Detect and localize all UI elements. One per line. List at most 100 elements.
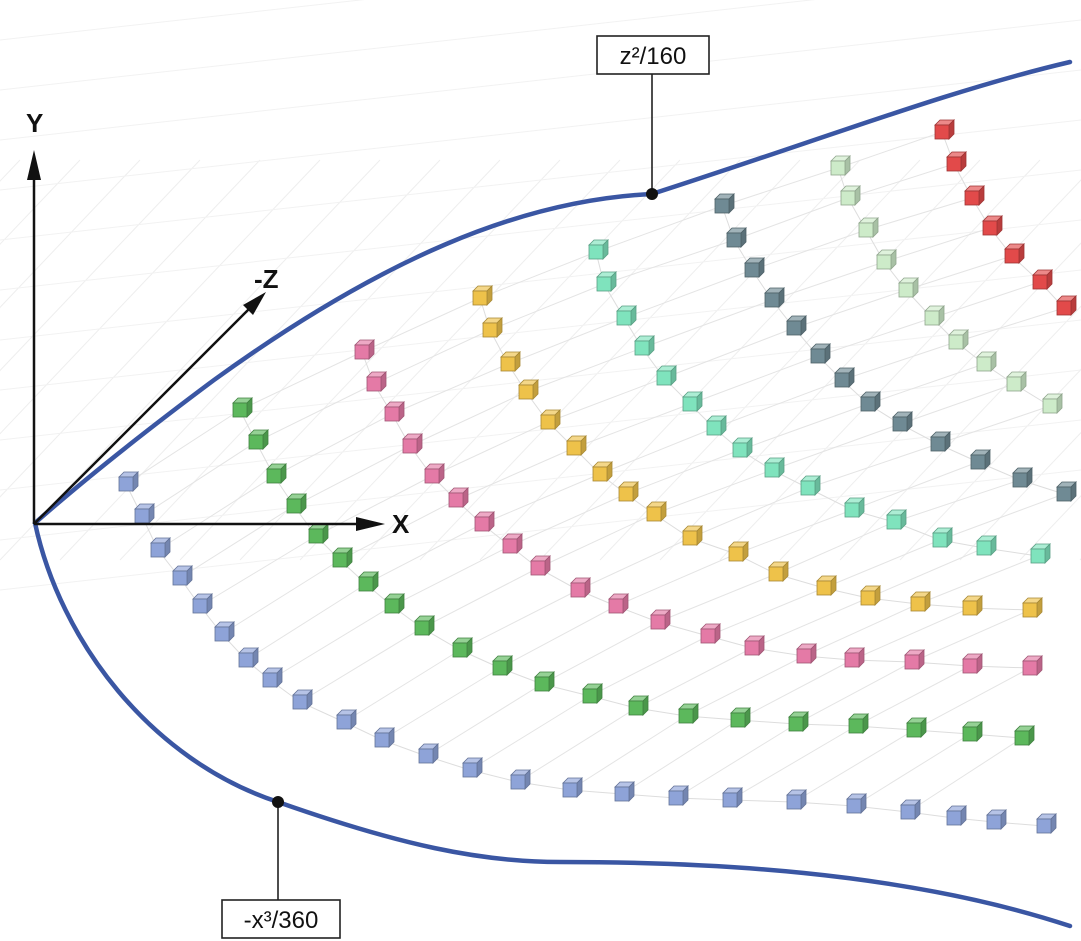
guide-line [0, 0, 816, 91]
cube-green [848, 713, 869, 734]
cube-blue [262, 667, 283, 688]
mesh-line [675, 609, 1031, 799]
guide-line [0, 159, 141, 309]
cube-front-face [366, 376, 382, 392]
cube-front-face [1042, 398, 1058, 414]
cube-front-face [730, 712, 746, 728]
lower-boundary-curve [32, 520, 1073, 929]
cube-red [946, 151, 967, 172]
cube-green [332, 547, 353, 568]
cube-yellow [962, 595, 983, 616]
cube-front-face [358, 576, 374, 592]
cube-front-face [618, 486, 634, 502]
cube-front-face [286, 498, 302, 514]
cube-yellow [566, 435, 587, 456]
lower-callout-dot [272, 796, 284, 808]
cube-front-face [332, 552, 348, 568]
cube-front-face [682, 530, 698, 546]
cube-front-face [962, 658, 978, 674]
cube-front-face [1056, 300, 1072, 316]
guide-line [0, 19, 1081, 141]
cube-front-face [744, 640, 760, 656]
lower-callout-label: -x³/360 [244, 907, 319, 934]
cube-pale-green [1042, 393, 1063, 414]
cube-blue [134, 503, 155, 524]
cube-yellow [482, 317, 503, 338]
cube-green [582, 683, 603, 704]
cube-green [678, 703, 699, 724]
cube-front-face [1036, 818, 1052, 834]
cube-front-face [1014, 730, 1030, 746]
cube-front-face [374, 732, 390, 748]
guide-line [0, 0, 365, 41]
cube-front-face [534, 676, 550, 692]
cube-pink [1022, 655, 1043, 676]
cube-front-face [830, 160, 846, 176]
cube-front-face [844, 502, 860, 518]
cube-front-face [904, 654, 920, 670]
cube-yellow [540, 409, 561, 430]
cube-front-face [292, 694, 308, 710]
guide-line [539, 159, 921, 561]
mesh-line [269, 363, 985, 681]
cube-front-face [962, 726, 978, 742]
cube-slate [714, 193, 735, 214]
cube-yellow [618, 481, 639, 502]
cube-green [492, 655, 513, 676]
cube-front-face [962, 600, 978, 616]
mesh-line [425, 479, 1021, 757]
cube-front-face [238, 652, 254, 668]
cube-blue [336, 709, 357, 730]
guide-line [0, 119, 1081, 241]
cube-red [964, 185, 985, 206]
cube-pink [608, 593, 629, 614]
z-axis-label: -Z [254, 264, 279, 294]
cube-front-face [232, 402, 248, 418]
cube-front-face [418, 748, 434, 764]
cube-front-face [596, 276, 612, 292]
cube-green [962, 721, 983, 742]
upper-callout-label: z²/160 [620, 43, 687, 70]
cube-pink [744, 635, 765, 656]
cube-front-face [1056, 486, 1072, 502]
x-axis-label: X [392, 509, 410, 539]
cube-slate [786, 315, 807, 336]
cube-front-face [336, 714, 352, 730]
cube-aqua [976, 535, 997, 556]
cube-green [1014, 725, 1035, 746]
cube-front-face [682, 396, 698, 412]
cube-pink [962, 653, 983, 674]
z-axis-line [33, 305, 253, 525]
upper-callout-dot [646, 188, 658, 200]
cube-front-face [728, 546, 744, 562]
cube-front-face [932, 532, 948, 548]
guide-line [0, 419, 1081, 541]
cube-blue [214, 621, 235, 642]
background-guide-lines [0, 0, 1081, 591]
cube-front-face [810, 348, 826, 364]
guide-line [0, 319, 1081, 441]
cube-front-face [796, 648, 812, 664]
cube-front-face [192, 598, 208, 614]
cube-aqua [764, 457, 785, 478]
cube-front-face [1030, 548, 1046, 564]
cube-front-face [1012, 472, 1028, 488]
cube-front-face [668, 790, 684, 806]
cube-green [452, 637, 473, 658]
mesh-line [837, 167, 1051, 407]
cube-pale-green [924, 305, 945, 326]
cube-front-face [588, 244, 604, 260]
cube-green [906, 717, 927, 738]
cube-blue [562, 777, 583, 798]
cube-front-face [540, 414, 556, 430]
cube-aqua [844, 497, 865, 518]
cube-front-face [1004, 248, 1020, 264]
cube-blue [418, 743, 439, 764]
cube-pink [650, 609, 671, 630]
cube-pink [424, 463, 445, 484]
cube-green [248, 429, 269, 450]
guide-line [659, 159, 1041, 561]
guide-line [0, 159, 321, 498]
cube-slate [810, 343, 831, 364]
cube-green [384, 593, 405, 614]
